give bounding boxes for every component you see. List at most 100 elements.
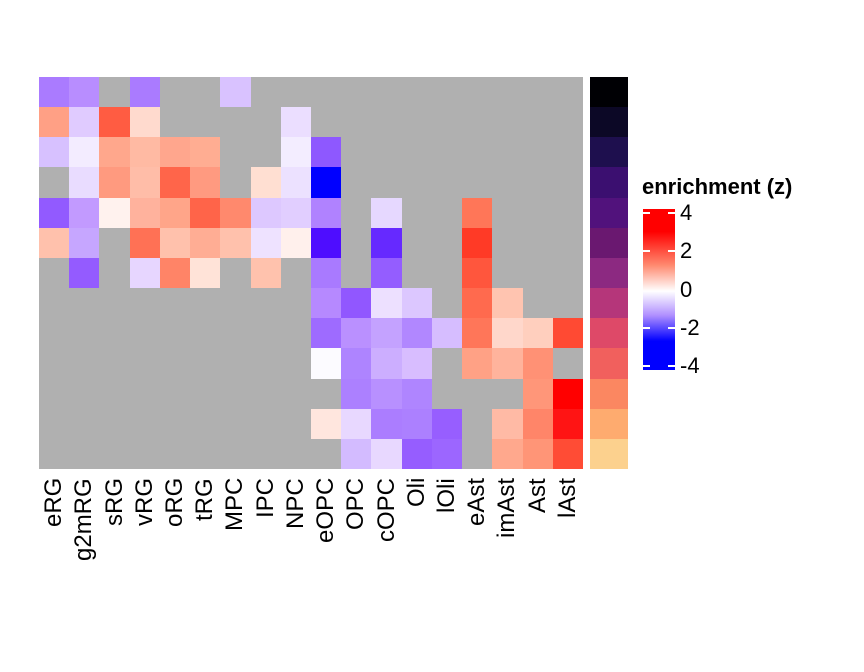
heatmap-cell xyxy=(99,107,131,138)
x-axis-label: IPC xyxy=(251,477,279,518)
legend-tick-label: 0 xyxy=(680,276,693,302)
heatmap-cell xyxy=(39,318,70,349)
heatmap-cell xyxy=(220,137,252,168)
heatmap-cell xyxy=(159,288,191,319)
heatmap-cell xyxy=(129,137,161,168)
heatmap-cell xyxy=(99,318,131,349)
legend-tick-mark xyxy=(668,250,675,253)
heatmap-cell xyxy=(159,107,191,138)
heatmap-cell xyxy=(371,438,403,470)
heatmap-grid xyxy=(39,77,584,470)
heatmap-cell xyxy=(462,227,493,259)
row-annotation-cell xyxy=(590,257,628,289)
x-axis-label: lAst xyxy=(553,477,581,518)
heatmap-cell xyxy=(280,227,312,259)
heatmap-cell xyxy=(371,77,403,108)
heatmap-cell xyxy=(39,77,70,108)
heatmap-cell xyxy=(69,77,100,108)
heatmap-cell xyxy=(250,167,282,199)
heatmap-cell xyxy=(39,348,70,380)
heatmap-cell xyxy=(159,197,191,229)
heatmap-cell xyxy=(159,257,191,289)
heatmap-cell xyxy=(341,107,372,138)
heatmap-cell xyxy=(401,318,433,349)
heatmap-cell xyxy=(99,438,131,470)
heatmap-cell xyxy=(431,137,463,168)
heatmap-cell xyxy=(462,167,493,199)
heatmap-cell xyxy=(492,227,524,259)
heatmap-cell xyxy=(129,348,161,380)
heatmap-cell xyxy=(129,318,161,349)
heatmap-cell xyxy=(462,257,493,289)
heatmap-cell xyxy=(220,288,252,319)
heatmap-cell xyxy=(371,167,403,199)
heatmap-cell xyxy=(220,408,252,440)
heatmap-cell xyxy=(492,318,524,349)
heatmap-cell xyxy=(129,227,161,259)
heatmap-cell xyxy=(129,378,161,410)
heatmap-cell xyxy=(522,348,554,380)
heatmap-cell xyxy=(492,167,524,199)
row-annotation-cell xyxy=(590,227,628,259)
heatmap-cell xyxy=(341,257,372,289)
legend-tick-label: -4 xyxy=(680,353,700,379)
heatmap-cell xyxy=(552,107,584,138)
heatmap-cell xyxy=(341,288,372,319)
heatmap-cell xyxy=(220,438,252,470)
heatmap-cell xyxy=(431,348,463,380)
heatmap-cell xyxy=(401,288,433,319)
legend-tick-label: 2 xyxy=(680,238,693,264)
heatmap-cell xyxy=(492,137,524,168)
heatmap-cell xyxy=(190,107,221,138)
heatmap-cell xyxy=(431,77,463,108)
heatmap-cell xyxy=(492,288,524,319)
heatmap-cell xyxy=(371,408,403,440)
heatmap-cell xyxy=(129,107,161,138)
legend-colorbar xyxy=(643,209,675,370)
row-annotation-cell xyxy=(590,438,628,470)
heatmap-cell xyxy=(311,408,342,440)
heatmap-cell xyxy=(69,257,100,289)
heatmap-cell xyxy=(341,348,372,380)
heatmap-cell xyxy=(280,348,312,380)
heatmap-cell xyxy=(99,197,131,229)
heatmap-cell xyxy=(492,197,524,229)
heatmap-cell xyxy=(250,77,282,108)
heatmap-cell xyxy=(401,77,433,108)
heatmap-cell xyxy=(69,288,100,319)
heatmap-cell xyxy=(522,167,554,199)
heatmap-cell xyxy=(371,197,403,229)
heatmap-cell xyxy=(39,408,70,440)
heatmap-cell xyxy=(99,167,131,199)
heatmap-cell xyxy=(280,378,312,410)
heatmap-cell xyxy=(99,288,131,319)
heatmap-cell xyxy=(190,137,221,168)
heatmap-cell xyxy=(462,348,493,380)
row-annotation-cell xyxy=(590,197,628,229)
heatmap-cell xyxy=(431,197,463,229)
heatmap-cell xyxy=(401,227,433,259)
heatmap-cell xyxy=(431,378,463,410)
heatmap-cell xyxy=(39,227,70,259)
heatmap-cell xyxy=(69,348,100,380)
heatmap-cell xyxy=(311,257,342,289)
x-axis-label: sRG xyxy=(100,478,128,526)
heatmap-cell xyxy=(341,318,372,349)
row-annotation-cell xyxy=(590,318,628,349)
heatmap-cell xyxy=(522,77,554,108)
heatmap-cell xyxy=(552,348,584,380)
heatmap-cell xyxy=(311,197,342,229)
heatmap-cell xyxy=(250,378,282,410)
heatmap-cell xyxy=(552,197,584,229)
heatmap-cell xyxy=(552,408,584,440)
heatmap-cell xyxy=(401,378,433,410)
heatmap-cell xyxy=(552,288,584,319)
heatmap-cell xyxy=(431,288,463,319)
heatmap-cell xyxy=(280,107,312,138)
heatmap-cell xyxy=(69,378,100,410)
heatmap-cell xyxy=(99,257,131,289)
heatmap-cell xyxy=(552,77,584,108)
heatmap-cell xyxy=(522,288,554,319)
heatmap-cell xyxy=(129,77,161,108)
heatmap-cell xyxy=(220,167,252,199)
